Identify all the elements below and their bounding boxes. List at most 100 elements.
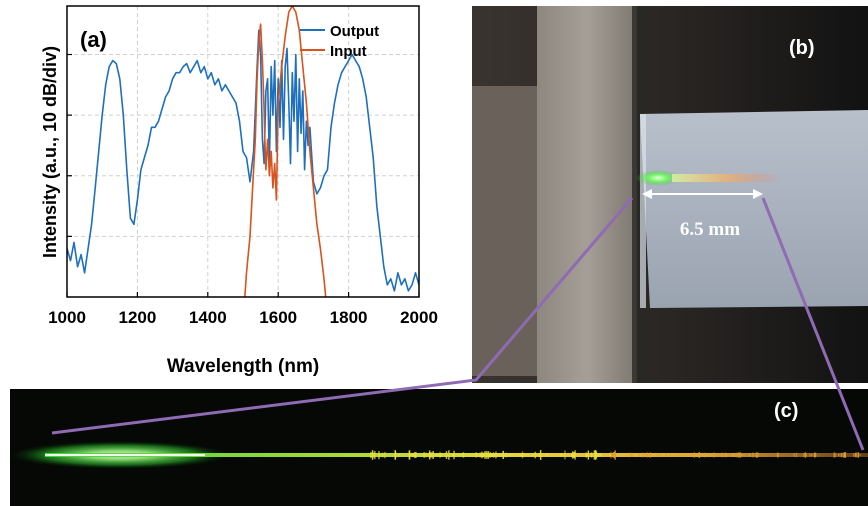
sparkle [656,453,659,457]
sparkle [587,450,590,460]
sparkle [692,453,694,457]
x-tick-label: 1800 [330,308,368,327]
sparkle [479,452,481,458]
sparkle [374,451,376,460]
sparkle [731,453,733,457]
sparkle [539,453,541,457]
sparkle [838,453,840,457]
sparkle [428,453,430,457]
sparkle [701,453,704,457]
scattering-sparkles [370,450,861,460]
sparkle [733,453,735,457]
sparkle [481,451,483,459]
propagation-streak: (c) [10,389,868,506]
sparkle [748,453,751,457]
waveguide-photo: 6.5 mm (b) [472,6,868,383]
x-tick-label: 1000 [48,308,86,327]
sparkle [489,453,491,457]
sparkle [445,451,448,459]
sparkle [432,451,434,459]
sparkle [671,452,673,458]
sparkle [509,454,511,456]
sample-chip [640,110,868,308]
sparkle [532,453,534,457]
sparkle [795,452,798,458]
sparkle [430,452,433,458]
sparkle [439,452,441,458]
sparkle [725,453,727,457]
sparkle [853,453,855,457]
left-clamp [472,86,542,376]
sparkle [482,452,485,458]
sparkle [611,453,613,457]
sparkle [752,452,754,458]
sparkle [394,450,396,460]
sparkle [597,453,600,457]
sparkle [855,452,857,458]
sparkle [813,452,816,458]
sparkle [628,452,631,458]
sparkle [495,451,497,459]
sparkle [689,453,692,457]
sparkle [572,452,574,458]
sparkle [834,452,837,458]
sparkle [841,452,843,458]
sparkle [803,453,805,457]
sparkle [451,454,454,456]
sparkle [610,451,612,459]
streak-core [45,454,205,456]
panel-label-b: (b) [789,37,815,59]
sparkle [593,450,596,460]
sparkle [492,452,495,458]
sparkle [755,452,758,458]
sparkle [857,452,859,458]
sparkle [805,453,807,457]
sparkle [415,452,417,458]
sparkle [726,453,729,457]
sparkle [370,452,372,458]
length-label: 6.5 mm [680,219,740,240]
sparkle [371,450,374,460]
sparkle [665,453,667,457]
sparkle [713,452,715,458]
sparkle [757,452,759,458]
x-tick-label: 1400 [189,308,227,327]
sparkle [678,453,681,457]
sparkle [378,453,381,457]
sparkle [732,453,734,457]
sparkle [574,450,576,460]
legend: Output Input [300,23,379,60]
sparkle [414,451,416,459]
spectrum-chart: 1000 1200 1400 1600 1800 2000 (a) Output Inpu… [40,5,438,377]
propagation-trail [672,174,782,182]
waveguide-photo-panel: 6.5 mm (b) [472,6,868,383]
sparkle [560,453,563,457]
sparkle [840,453,842,458]
sparkle [699,453,701,457]
sparkle [423,452,425,458]
length-arrow [642,189,763,199]
streak-line [45,453,868,457]
sparkle [437,453,439,457]
sparkle [397,453,400,458]
sparkle [736,452,738,458]
sparkle [475,452,477,458]
sparkle [491,453,493,457]
x-tick-label: 1600 [259,308,297,327]
sparkle [596,453,599,457]
sparkle [638,453,640,457]
sparkle [453,450,455,460]
sparkle [776,453,779,457]
sparkle [734,452,736,457]
sparkle [594,450,597,460]
sparkle [659,453,661,457]
y-axis-label: Intensity (a.u., 10 dB/div) [40,46,60,258]
panel-label-a: (a) [80,27,107,52]
sparkle [546,453,548,457]
sparkle [739,452,741,458]
sparkle [521,451,524,459]
legend-label-output: Output [330,23,379,40]
sparkle [599,453,602,457]
sparkle [669,453,671,457]
panel-label-c: (c) [774,400,798,422]
